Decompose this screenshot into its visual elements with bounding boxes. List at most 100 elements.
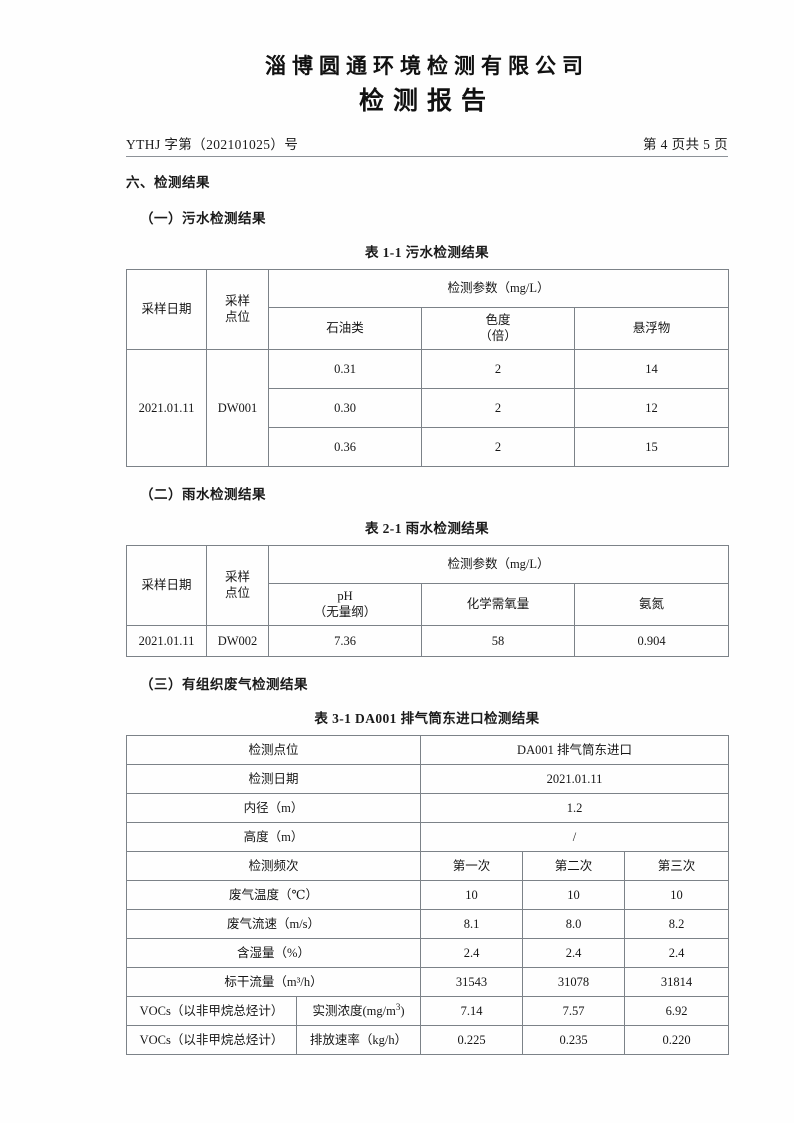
cell-value: 12 — [573, 387, 730, 428]
th-sampling-point-line1: 采样 — [224, 569, 250, 584]
cell-sampling-point: DW001 — [206, 348, 269, 467]
cell-value: 2.4 — [624, 937, 730, 968]
document-number: YTHJ 字第（202101025）号 — [126, 136, 299, 152]
th-param-2-line1: 色度 — [485, 312, 511, 327]
row-label-monitoring-point: 检测点位 — [125, 734, 422, 765]
th-param-1: pH （无量纲） — [268, 582, 422, 626]
table-row: 采样日期 采样 点位 检测参数（mg/L） — [126, 544, 730, 626]
cell-value: 31078 — [522, 966, 626, 997]
th-sampling-date: 采样日期 — [126, 544, 207, 626]
cell-value: 31543 — [420, 966, 524, 997]
cell-value: 2.4 — [522, 937, 626, 968]
cell-value: 2021.01.11 — [420, 763, 730, 794]
table-row: 石油类 色度 （倍） 悬浮物 — [127, 306, 730, 350]
row-label-monitoring-date: 检测日期 — [125, 763, 422, 794]
cell-value: 0.31 — [268, 348, 422, 389]
th-param-3-line1: 悬浮物 — [632, 321, 671, 335]
table-rainwater-results: 采样日期 采样 点位 检测参数（mg/L） pH （无量纲） 化学需氧量 — [126, 544, 730, 657]
cell-value: 0.235 — [522, 1024, 626, 1055]
table-row: 检测日期 2021.01.11 — [125, 763, 730, 794]
table-row: 2021.01.11 DW002 7.36 58 0.904 — [126, 624, 730, 657]
subsection-exhaust-heading: （三）有组织废气检测结果 — [140, 676, 308, 692]
table-row: 检测频次 第一次 第二次 第三次 — [125, 850, 730, 881]
th-param-3: 氨氮 — [573, 582, 730, 626]
cell-value: 0.220 — [624, 1024, 730, 1055]
table-row: VOCs（以非甲烷总烃计） 排放速率（kg/h） 0.225 0.235 0.2… — [126, 1024, 730, 1055]
th-param-2: 化学需氧量 — [421, 582, 575, 626]
cell-value: 8.1 — [420, 908, 524, 939]
unit-text: 实测浓度(mg/m — [312, 1004, 396, 1019]
row-label-velocity: 废气流速（m/s） — [125, 908, 422, 939]
row-label-inner-diameter: 内径（m） — [125, 792, 422, 823]
table-row: 检测点位 DA001 排气筒东进口 — [125, 734, 730, 765]
row-label-emission-rate: 排放速率（kg/h） — [295, 1024, 422, 1055]
cell-value: 0.36 — [268, 426, 422, 467]
th-param-2-line1: 化学需氧量 — [466, 597, 530, 611]
th-param-1-line1: 石油类 — [326, 321, 364, 335]
th-param-2-line2: （倍） — [479, 329, 517, 344]
cell-value: 7.36 — [268, 624, 422, 657]
table-row: 标干流量（m³/h） 31543 31078 31814 — [125, 966, 730, 997]
table-row: 2021.01.11 DW001 0.31 2 14 — [126, 348, 730, 467]
cell-value: 15 — [573, 426, 730, 467]
th-sampling-point: 采样 点位 — [206, 544, 269, 626]
table-row: 含湿量（%） 2.4 2.4 2.4 — [125, 937, 730, 968]
th-param-3: 悬浮物 — [573, 306, 730, 350]
cell-value: 0.30 — [268, 387, 422, 428]
cell-value: 14 — [573, 348, 730, 389]
unit-exponent: 3 — [395, 1002, 401, 1013]
cell-value: 58 — [421, 624, 575, 657]
th-run-1: 第一次 — [420, 850, 524, 881]
th-parameters-group: 检测参数（mg/L） — [267, 268, 730, 308]
th-sampling-point-line2: 点位 — [224, 586, 250, 601]
table-row: VOCs（以非甲烷总烃计） 实测浓度(mg/m3) 7.14 7.57 6.92 — [126, 995, 730, 1026]
cell-sampling-point: DW002 — [206, 624, 269, 657]
unit-text-close: ) — [400, 1004, 405, 1019]
document-meta: YTHJ 字第（202101025）号 第 4 页共 5 页 — [126, 133, 728, 157]
row-label-standard-flow: 标干流量（m³/h） — [125, 966, 422, 997]
cell-value: 7.14 — [420, 995, 524, 1026]
table-exhaust-results: 检测点位 DA001 排气筒东进口 检测日期 2021.01.11 内径（m） … — [125, 734, 730, 1055]
th-param-1-line2: （无量纲） — [313, 605, 377, 620]
cell-value: 8.2 — [624, 908, 730, 939]
row-label-frequency: 检测频次 — [125, 850, 422, 881]
table2-caption: 表 2-1 雨水检测结果 — [364, 520, 490, 536]
cell-value: 0.904 — [573, 624, 730, 657]
cell-value: 10 — [624, 879, 730, 910]
row-label-height: 高度（m） — [125, 821, 422, 852]
cell-value: 1.2 — [420, 792, 730, 823]
subsection-rainwater-heading: （二）雨水检测结果 — [140, 486, 266, 502]
cell-value: / — [420, 821, 730, 852]
page-content: 淄博圆通环境检测有限公司 检测报告 YTHJ 字第（202101025）号 第 … — [125, 0, 730, 1055]
cell-sampling-date: 2021.01.11 — [126, 348, 207, 467]
th-sampling-date: 采样日期 — [126, 268, 207, 350]
th-sampling-point-line2: 点位 — [224, 310, 250, 325]
cell-value: 2.4 — [420, 937, 524, 968]
cell-value: 31814 — [624, 966, 730, 997]
row-label-vocs-concentration: VOCs（以非甲烷总烃计） — [126, 995, 297, 1026]
table-row: 内径（m） 1.2 — [125, 792, 730, 823]
table-row: 高度（m） / — [125, 821, 730, 852]
company-title: 淄博圆通环境检测有限公司 — [265, 54, 589, 78]
cell-value: 0.225 — [420, 1024, 524, 1055]
cell-value: 2 — [421, 387, 575, 428]
th-param-2: 色度 （倍） — [421, 306, 575, 350]
table-row: 0.30 2 12 — [127, 387, 730, 428]
table1-caption: 表 1-1 污水检测结果 — [364, 244, 490, 260]
table-row: 废气温度（℃） 10 10 10 — [125, 879, 730, 910]
table-row: 0.36 2 15 — [127, 426, 730, 467]
row-label-temperature: 废气温度（℃） — [125, 879, 422, 910]
table-row: pH （无量纲） 化学需氧量 氨氮 — [127, 582, 730, 626]
cell-sampling-date: 2021.01.11 — [126, 624, 207, 657]
th-param-1: 石油类 — [268, 306, 422, 350]
cell-value: 10 — [420, 879, 524, 910]
table-wastewater-results: 采样日期 采样 点位 检测参数（mg/L） 石油类 色度 （倍） — [126, 268, 730, 467]
page-number: 第 4 页共 5 页 — [643, 136, 728, 152]
cell-value: DA001 排气筒东进口 — [420, 734, 730, 765]
th-param-3-line1: 氨氮 — [639, 597, 665, 611]
cell-value: 2 — [421, 348, 575, 389]
cell-value: 7.57 — [522, 995, 626, 1026]
row-label-measured-concentration: 实测浓度(mg/m3) — [295, 995, 422, 1026]
th-sampling-point-line1: 采样 — [224, 293, 250, 308]
